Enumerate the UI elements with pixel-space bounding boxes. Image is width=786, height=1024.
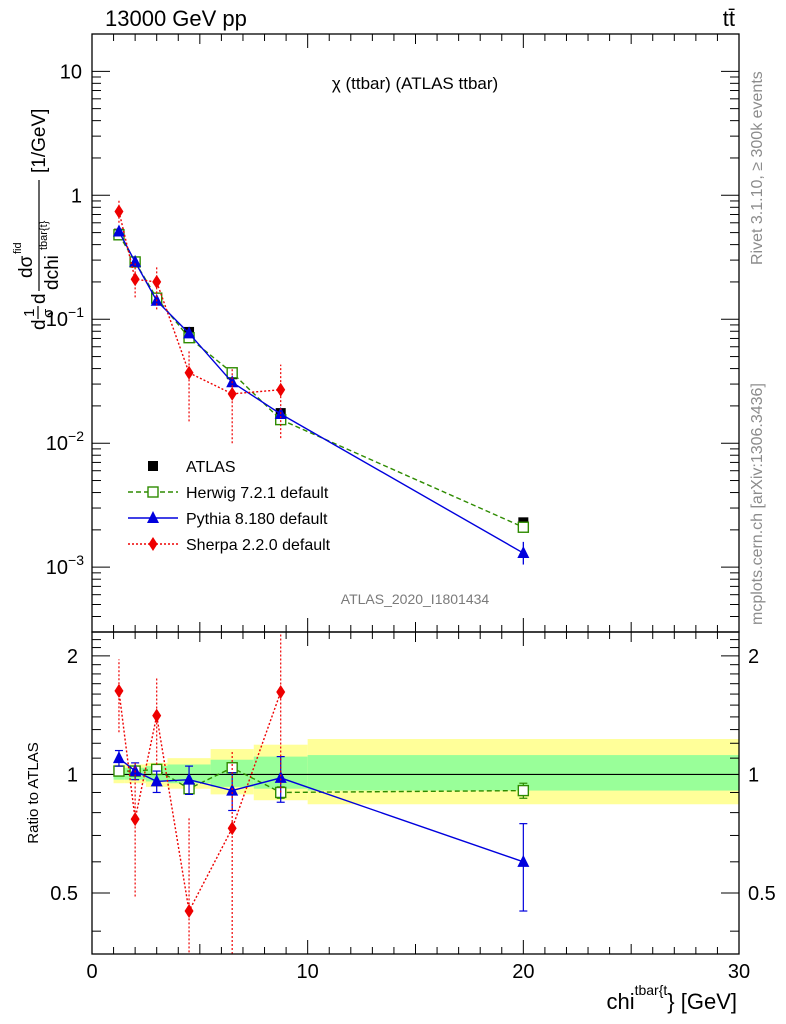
y-tick-label-0: 10 [60,61,82,83]
main-point-pythia-0 [112,224,125,237]
ratio-layer [92,632,739,954]
x-tick-label-2: 20 [512,961,534,983]
ratio-point-pythia-1 [129,764,142,777]
y-axis-label: d 1 σ d dσ fid dchi tbar{t} [1/GeV] [12,109,63,330]
mcplots-label: mcplots.cern.ch [arXiv:1306.3436] [749,383,766,625]
ylabel-sigma: σ [40,308,57,318]
ratio-point-sherpa-0 [114,683,124,698]
main-point-pythia-3 [183,326,196,339]
svg-text:d: d [29,319,50,330]
ratio-point-sherpa-3 [184,904,194,919]
main-layer [112,199,530,565]
svg-text:fid: fid [12,242,24,254]
legend-marker-pythia [147,511,159,523]
legend-label-atlas: ATLAS [186,459,236,476]
legend-marker-sherpa [148,537,158,551]
main-point-sherpa-4 [227,386,237,401]
ratio-point-sherpa-1 [130,812,140,827]
rivet-label: Rivet 3.1.10, ≥ 300k events [749,71,766,265]
ratio-point-pythia-6 [517,854,530,867]
ylabel-unit: [1/GeV] [29,109,50,173]
ratio-point-pythia-3 [183,772,196,785]
x-tick-label-1: 10 [297,961,319,983]
x-tick-label-0: 0 [86,961,97,983]
ratio-line-sherpa [118,690,282,914]
legend-marker-herwig [147,486,159,498]
main-point-sherpa-1 [130,272,140,287]
ratio-tick-label-left-1: 1 [67,764,78,786]
ratio-point-pythia-2 [150,774,163,787]
axes-layer: 0 10 20 30 10 1 10−1 10−2 10−3 2 2 1 1 0.5 0.5 [46,33,776,983]
ratio-point-herwig-6 [517,784,530,797]
analysis-id: ATLAS_2020_I1801434 [341,591,490,607]
legend-marker-atlas [148,461,158,471]
svg-text:d: d [29,293,50,304]
y-tick-label-2: 10−1 [46,304,84,331]
main-line-sherpa [118,211,281,395]
main-line-herwig [118,234,524,528]
main-point-herwig-6 [517,521,530,533]
ratio-tick-label-right-1: 1 [748,764,759,786]
energy-label: 13000 GeV pp [105,6,247,31]
ratio-y-label: Ratio to ATLAS [25,742,42,843]
ratio-point-pythia-5 [274,770,287,783]
legend-label-pythia: Pythia 8.180 default [186,511,328,528]
svg-text:σ: σ [40,308,57,318]
ratio-tick-label-left-2: 0.5 [50,883,78,905]
ratio-point-pythia-0 [112,751,125,764]
x-tick-label-3: 30 [728,961,750,983]
x-axis-label: chitbar{t} [GeV] [606,982,737,1014]
ratio-tick-label-left-0: 2 [67,646,78,668]
ylabel-num-sup: fid [12,242,24,254]
y-tick-label-1: 1 [71,185,82,207]
ratio-point-sherpa-4 [227,821,237,836]
xlabel-base: chi [606,989,634,1014]
legend-label-sherpa: Sherpa 2.2.0 default [186,537,331,554]
main-point-sherpa-3 [184,365,194,380]
ylabel-num: dσ [16,255,37,278]
main-point-sherpa-5 [276,382,286,397]
ratio-tick-label-right-0: 2 [748,646,759,668]
svg-text:[1/GeV]: [1/GeV] [29,109,50,173]
svg-text:dσ: dσ [16,255,37,278]
ylabel-one: 1 [21,309,38,317]
svg-text:dchi: dchi [42,255,63,290]
main-point-sherpa-2 [152,274,162,289]
xlabel-sup: tbar{t [635,982,668,998]
legend-label-herwig: Herwig 7.2.1 default [186,485,329,502]
ratio-point-herwig-0 [113,765,125,777]
ylabel-den: dchi [42,255,63,290]
xlabel-tail: } [GeV] [667,989,737,1014]
ylabel-d1: d [29,319,50,330]
ylabel-den-sup: tbar{t} [38,220,50,250]
svg-text:1: 1 [21,309,38,317]
main-line-pythia [118,231,524,554]
main-point-sherpa-0 [114,204,124,219]
main-point-pythia-6 [517,546,530,559]
legend: ATLAS Herwig 7.2.1 default Pythia 8.180 de… [128,459,331,554]
process-label: tt̄ [723,6,735,31]
ratio-point-sherpa-5 [276,684,286,699]
svg-text:tbar{t}: tbar{t} [38,220,50,250]
ratio-point-sherpa-2 [152,708,162,723]
ylabel-d2: d [29,293,50,304]
ratio-tick-label-right-2: 0.5 [748,883,776,905]
chart-title: χ (ttbar) (ATLAS ttbar) [332,74,498,93]
y-tick-label-3: 10−2 [46,428,84,455]
y-tick-label-4: 10−3 [46,552,84,579]
main-point-pythia-1 [129,254,142,267]
